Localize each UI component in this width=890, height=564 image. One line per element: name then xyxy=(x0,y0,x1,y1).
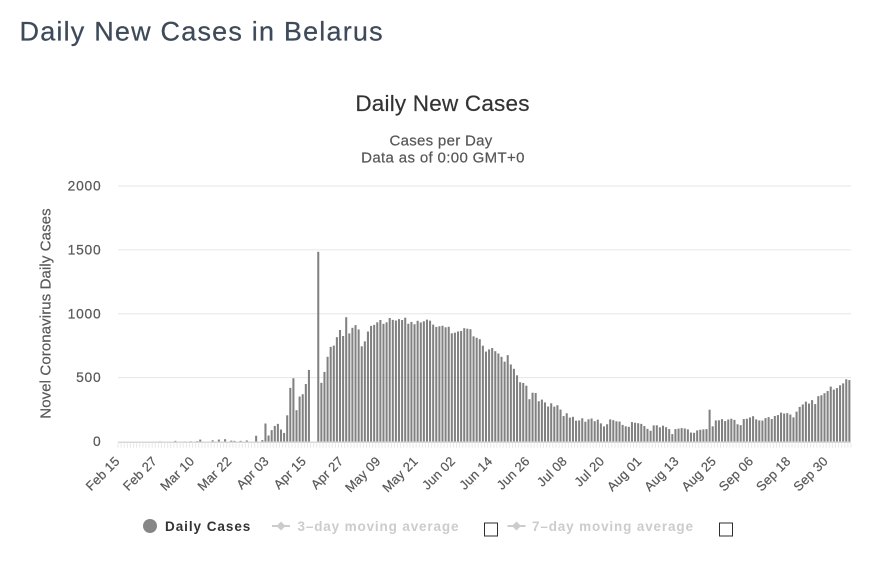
svg-text:Daily Cases: Daily Cases xyxy=(165,519,251,534)
svg-text:3–day moving average: 3–day moving average xyxy=(298,519,460,534)
svg-text:Daily New Cases in Belarus: Daily New Cases in Belarus xyxy=(20,17,384,47)
svg-text:May 09: May 09 xyxy=(342,454,384,496)
svg-text:Feb 27: Feb 27 xyxy=(120,454,160,494)
svg-text:1000: 1000 xyxy=(68,306,102,321)
svg-text:Novel Coronavirus Daily Cases: Novel Coronavirus Daily Cases xyxy=(38,208,55,418)
svg-text:Aug 25: Aug 25 xyxy=(678,454,719,495)
svg-text:500: 500 xyxy=(76,370,101,385)
svg-text:Jun 14: Jun 14 xyxy=(456,454,495,493)
svg-text:0: 0 xyxy=(93,434,101,449)
svg-text:Jul 08: Jul 08 xyxy=(534,454,570,490)
svg-text:Cases per Day: Cases per Day xyxy=(389,133,492,150)
svg-text:May 21: May 21 xyxy=(379,454,421,496)
svg-text:Aug 13: Aug 13 xyxy=(641,454,682,495)
svg-text:Apr 15: Apr 15 xyxy=(270,454,309,493)
svg-text:Aug 01: Aug 01 xyxy=(604,454,645,495)
svg-text:Data as of 0:00 GMT+0: Data as of 0:00 GMT+0 xyxy=(361,150,525,167)
svg-text:Sep 06: Sep 06 xyxy=(716,454,757,495)
svg-text:Mar 22: Mar 22 xyxy=(194,454,234,494)
svg-text:7–day moving average: 7–day moving average xyxy=(532,519,694,534)
svg-text:2000: 2000 xyxy=(68,179,102,194)
svg-text:Feb 15: Feb 15 xyxy=(83,454,123,494)
svg-text:1500: 1500 xyxy=(68,242,102,257)
svg-text:Apr 27: Apr 27 xyxy=(308,454,347,493)
svg-text:Apr 03: Apr 03 xyxy=(233,454,272,493)
svg-text:Jun 02: Jun 02 xyxy=(419,454,458,493)
svg-text:Jul 20: Jul 20 xyxy=(571,454,607,490)
svg-text:Daily New Cases: Daily New Cases xyxy=(355,91,529,116)
svg-text:Sep 18: Sep 18 xyxy=(753,454,794,495)
svg-text:Jun 26: Jun 26 xyxy=(494,454,533,493)
svg-text:Mar 10: Mar 10 xyxy=(157,454,197,494)
svg-text:Sep 30: Sep 30 xyxy=(790,454,831,495)
